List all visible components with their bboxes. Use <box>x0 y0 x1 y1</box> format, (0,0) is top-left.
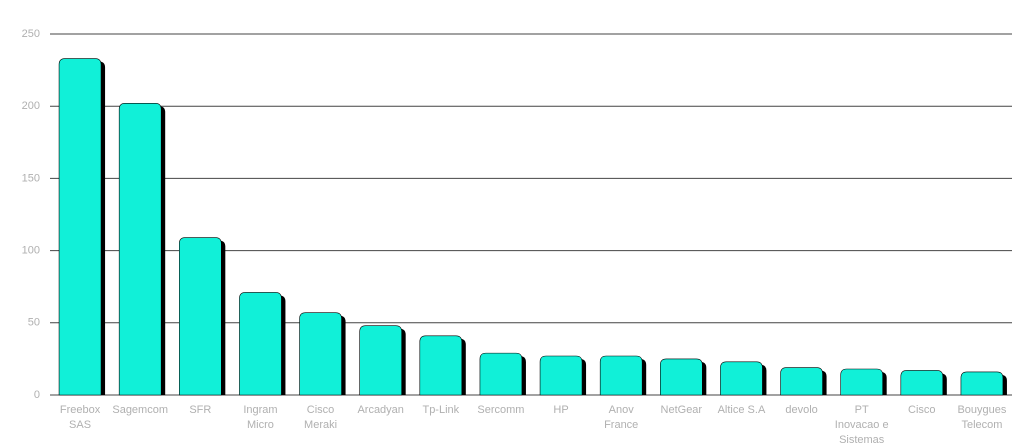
x-tick-label: Bouygues Telecom <box>957 404 1007 431</box>
bar <box>299 312 342 396</box>
bar <box>960 371 1004 396</box>
bar <box>539 355 583 396</box>
bar <box>179 237 222 396</box>
y-tick-label: 0 <box>34 389 40 401</box>
x-tick-label: Arcadyan <box>357 404 404 416</box>
bar <box>660 358 703 396</box>
x-tick-label: HP <box>553 404 569 416</box>
bar <box>840 368 883 396</box>
bar <box>720 361 763 396</box>
x-tick-label: Sagemcom <box>112 404 168 416</box>
bar <box>359 325 402 396</box>
bar <box>239 292 282 396</box>
bar <box>58 58 102 396</box>
x-tick-label: Tp-Link <box>422 404 460 416</box>
bar <box>900 370 944 396</box>
y-tick-label: 250 <box>22 28 40 40</box>
x-tick-label: Cisco Meraki <box>304 404 338 431</box>
x-tick-label: SFR <box>189 404 212 416</box>
bar <box>599 355 643 396</box>
bar <box>780 367 823 396</box>
x-tick-label: PT Inovacao e Sistemas <box>834 404 889 446</box>
bar <box>479 352 523 396</box>
x-tick-label: Anov France <box>604 404 639 431</box>
x-tick-label: devolo <box>785 404 818 416</box>
x-tick-label: Altice S.A <box>717 404 766 416</box>
x-tick-label: Freebox SAS <box>59 404 101 431</box>
y-tick-label: 200 <box>22 100 40 112</box>
x-tick-label: Cisco <box>908 404 936 416</box>
y-tick-label: 100 <box>22 245 40 257</box>
y-tick-label: 50 <box>28 317 40 329</box>
x-tick-label: Sercomm <box>477 404 525 416</box>
bar <box>419 335 463 396</box>
y-tick-label: 150 <box>22 172 40 184</box>
x-tick-label: Ingram Micro <box>243 404 278 431</box>
x-tick-label: NetGear <box>660 404 703 416</box>
bar <box>118 103 162 396</box>
